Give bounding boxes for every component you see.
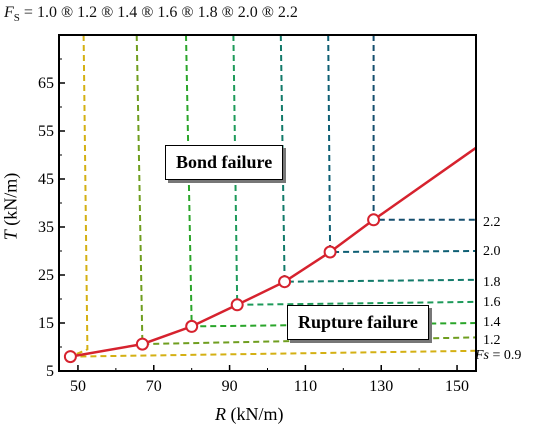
fs-label-1-4: 1.4 — [483, 315, 501, 330]
x-axis-symbol: R — [215, 404, 226, 424]
data-point-marker — [230, 298, 244, 312]
fs-series-line-3 — [185, 34, 477, 328]
x-axis-title: R (kN/m) — [215, 404, 284, 425]
data-point-marker — [135, 337, 149, 351]
rupture-failure-label: Rupture failure — [287, 305, 429, 340]
bond-failure-label: Bond failure — [165, 145, 284, 180]
fs-label-1-8: 1.8 — [483, 275, 501, 290]
data-point-marker — [185, 319, 199, 333]
fs-series-line-7 — [372, 35, 476, 221]
x-tick-label: 90 — [222, 378, 238, 395]
x-tick-label: 110 — [294, 378, 317, 395]
fs-label-1-6: 1.6 — [483, 295, 501, 310]
fs-sequence-header: FS = 1.0 ® 1.2 ® 1.4 ® 1.6 ® 1.8 ® 2.0 ®… — [4, 4, 298, 24]
y-tick-label: 15 — [38, 315, 54, 332]
fs-series-line-1 — [70, 34, 89, 358]
y-axis-symbol: T — [0, 230, 21, 241]
fs-equals: = — [19, 4, 37, 21]
x-tick-label: 50 — [70, 378, 86, 395]
fs09-symbol: Fs — [475, 348, 489, 363]
fs-sequence: 1.0 ® 1.2 ® 1.4 ® 1.6 ® 1.8 ® 2.0 ® 2.2 — [36, 4, 298, 21]
y-tick-label: 55 — [38, 123, 54, 140]
y-axis-unit: (kN/m) — [0, 172, 21, 231]
fs-series-line-0 — [70, 349, 477, 358]
y-tick-label: 65 — [38, 75, 54, 92]
fs-series-line-2 — [135, 34, 477, 346]
y-tick-label: 45 — [38, 171, 54, 188]
fs09-value: = 0.9 — [489, 348, 522, 363]
data-point-marker — [63, 350, 77, 364]
fs-series-line-5 — [279, 34, 477, 283]
fs-label-2-0: 2.0 — [483, 244, 501, 259]
data-point-marker — [323, 245, 337, 259]
fs-subscript: S — [13, 12, 20, 25]
fs-label-2-2: 2.2 — [483, 215, 501, 230]
fs-label-1-2: 1.2 — [483, 333, 501, 348]
fs-series-line-6 — [327, 34, 477, 254]
fs-symbol: F — [4, 4, 14, 21]
main-curve-line — [70, 146, 477, 358]
x-tick-label: 70 — [146, 378, 162, 395]
y-tick-label: 5 — [46, 363, 54, 380]
x-tick-label: 150 — [445, 378, 469, 395]
x-tick-label: 130 — [369, 378, 393, 395]
data-point-marker — [278, 275, 292, 289]
y-axis-title: T (kN/m) — [0, 173, 21, 241]
x-axis-unit: (kN/m) — [226, 404, 284, 424]
data-point-marker — [367, 213, 381, 227]
fs-label-0-9: Fs = 0.9 — [475, 348, 521, 364]
y-tick-label: 35 — [38, 219, 54, 236]
y-tick-label: 25 — [38, 267, 54, 284]
